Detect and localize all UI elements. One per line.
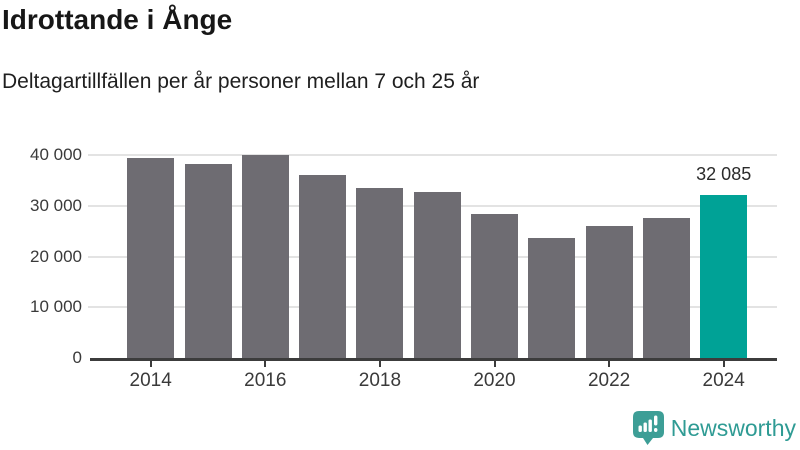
y-axis-label: 0 xyxy=(72,348,82,367)
x-axis-label: 2016 xyxy=(244,370,287,391)
gridline xyxy=(88,154,777,156)
bar-2014 xyxy=(127,157,175,358)
x-tick xyxy=(608,361,611,367)
bar-2015 xyxy=(184,164,232,358)
y-axis-label: 20 000 xyxy=(30,246,82,266)
bar-2023 xyxy=(642,217,690,358)
brand-name: Newsworthy xyxy=(670,414,796,441)
bar-2016 xyxy=(241,154,289,358)
brand-footer: Newsworthy xyxy=(632,411,796,445)
newsworthy-logo-icon xyxy=(632,411,664,445)
y-axis: 0 10 000 20 000 30 000 40 000 xyxy=(0,143,82,367)
x-axis-label: 2024 xyxy=(702,370,745,391)
y-axis-label: 30 000 xyxy=(30,195,82,215)
x-tick xyxy=(149,361,152,367)
x-axis-label: 2022 xyxy=(587,370,631,391)
bar-2018 xyxy=(356,188,404,358)
x-axis-label: 2014 xyxy=(129,370,172,391)
chart-title: Idrottande i Ånge xyxy=(2,4,233,35)
value-label: 32 085 xyxy=(696,164,752,185)
x-tick xyxy=(264,361,267,367)
chart-subtitle: Deltagartillfällen per år personer mella… xyxy=(2,70,480,93)
x-tick xyxy=(722,361,725,367)
plot-area: 2014 2016 2018 2020 2022 2024 32 085 xyxy=(88,143,777,391)
bar-2024 xyxy=(700,195,748,358)
bar-2017 xyxy=(299,175,347,358)
x-tick xyxy=(493,361,496,367)
x-axis-label: 2018 xyxy=(358,370,402,391)
bar-2020 xyxy=(471,213,518,358)
bar-2022 xyxy=(585,225,633,358)
x-tick xyxy=(378,361,381,367)
bar-2021 xyxy=(528,237,576,358)
bar-2019 xyxy=(413,192,461,358)
y-axis-label: 10 000 xyxy=(30,297,82,317)
y-axis-label: 40 000 xyxy=(30,145,82,164)
x-axis-label: 2020 xyxy=(473,370,516,391)
